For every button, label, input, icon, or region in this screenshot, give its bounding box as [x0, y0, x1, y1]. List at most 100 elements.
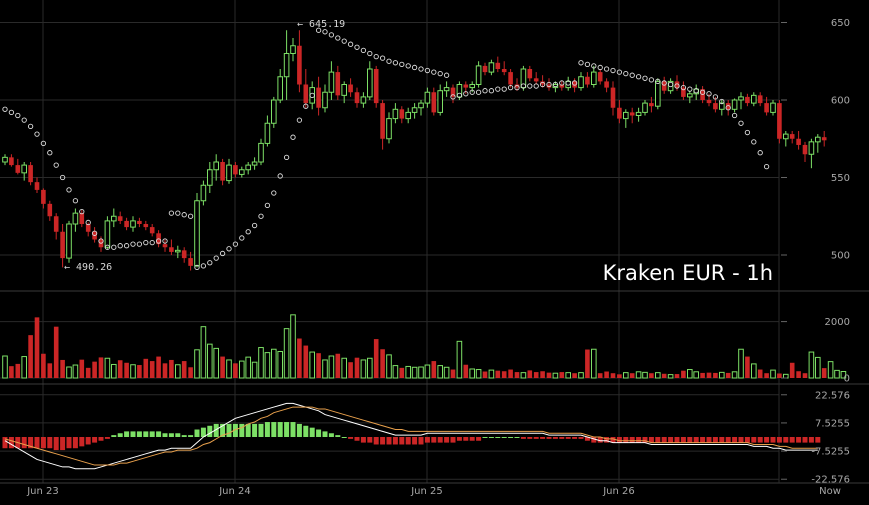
candle-body [731, 99, 738, 110]
sar-dot [635, 74, 642, 80]
macd-histogram-bar [290, 422, 296, 437]
macd-histogram-bar [578, 437, 584, 439]
macd-histogram-bar [8, 437, 14, 449]
volume-bar [405, 365, 411, 379]
sar-dot [578, 60, 584, 66]
volume-bar [143, 358, 149, 378]
y-tick-label: 550 [831, 173, 850, 184]
volume-bar [508, 369, 513, 378]
macd-histogram-bar [130, 431, 136, 437]
candle-body [789, 134, 795, 139]
sar-dot [21, 117, 27, 123]
sar-dot [629, 72, 635, 78]
candle-body [706, 100, 712, 104]
y-tick-label: 0 [844, 374, 850, 385]
sar-dot [315, 27, 322, 33]
macd-histogram-bar [725, 437, 731, 443]
sar-dot [341, 38, 347, 44]
macd-histogram-bar [412, 437, 418, 445]
candle-body [546, 84, 552, 88]
sar-dot [488, 88, 495, 94]
candle-body [777, 103, 782, 139]
macd-histogram-bar [28, 437, 34, 449]
candle-body [111, 215, 117, 222]
volume-bar [335, 353, 341, 378]
macd-histogram-bar [463, 437, 469, 441]
sar-dot [328, 32, 335, 38]
sar-dot [149, 239, 155, 246]
candle-body [617, 107, 622, 119]
sar-dot [264, 202, 271, 209]
volume-bar [137, 365, 142, 378]
y-tick-label: 7.5255 [815, 418, 850, 429]
volume-bar [501, 371, 507, 378]
candle-body [661, 81, 667, 91]
macd-histogram-bar [380, 437, 386, 445]
macd-histogram-bar [527, 437, 533, 439]
volume-bar [367, 357, 373, 379]
sar-dot [111, 244, 117, 250]
macd-histogram-bar [642, 437, 648, 443]
candle-body [559, 84, 565, 88]
x-tick-label: Jun 23 [26, 486, 59, 497]
macd-histogram-bar [776, 437, 782, 443]
volume-bar [226, 359, 232, 379]
macd-histogram-bar [124, 431, 130, 437]
volume-bar [520, 372, 527, 379]
sar-dot [386, 58, 392, 64]
macd-histogram-bar [92, 437, 98, 443]
volume-bar [399, 367, 405, 378]
volume-bar [482, 371, 488, 378]
macd-histogram-bar [418, 437, 424, 445]
volume-bar [411, 366, 418, 379]
sar-dot [456, 92, 463, 99]
macd-histogram-bar [181, 435, 187, 437]
macd-histogram-bar [674, 437, 680, 443]
volume-bar [437, 365, 443, 379]
volume-bar [21, 356, 27, 379]
macd-histogram-bar [757, 437, 763, 443]
volume-bar [175, 364, 181, 379]
volume-bar [418, 366, 424, 379]
volume-bar [213, 347, 219, 379]
volume-bar [277, 350, 283, 379]
sar-dot [623, 71, 629, 77]
candle-body [258, 142, 264, 163]
volume-bar [9, 366, 14, 378]
candle-body [226, 164, 232, 182]
candle-body [725, 103, 731, 110]
candle-body [802, 144, 808, 155]
volume-bar [258, 347, 264, 379]
volume-bar [731, 371, 738, 379]
macd-histogram-bar [392, 437, 398, 445]
candle-body [629, 112, 635, 116]
volume-bar [661, 373, 667, 378]
sar-dot [411, 64, 418, 71]
volume-bar [98, 357, 104, 378]
macd-histogram-bar [194, 429, 200, 437]
candle-body [450, 87, 456, 97]
volume-bar [687, 369, 693, 379]
macd-histogram-bar [207, 425, 213, 437]
candle-body [597, 72, 603, 82]
volume-bar [245, 356, 251, 379]
volume-bar [124, 362, 129, 378]
macd-histogram-bar [284, 422, 290, 437]
sar-dot [130, 241, 136, 247]
sar-dot [59, 174, 66, 181]
volume-bar [617, 374, 622, 378]
sar-dot [495, 86, 501, 92]
sar-dot [552, 81, 559, 88]
macd-histogram-bar [770, 437, 776, 443]
volume-bar [348, 362, 353, 378]
macd-histogram-bar [719, 437, 725, 443]
x-tick-label: Jun 25 [410, 486, 443, 497]
volume-bar [328, 355, 335, 379]
volume-bar [47, 363, 53, 378]
sar-dot [98, 238, 104, 244]
macd-histogram-bar [149, 431, 155, 437]
volume-bar [719, 371, 725, 379]
sar-dot [392, 60, 399, 66]
candle-body [169, 247, 174, 252]
sar-dot [354, 44, 360, 50]
